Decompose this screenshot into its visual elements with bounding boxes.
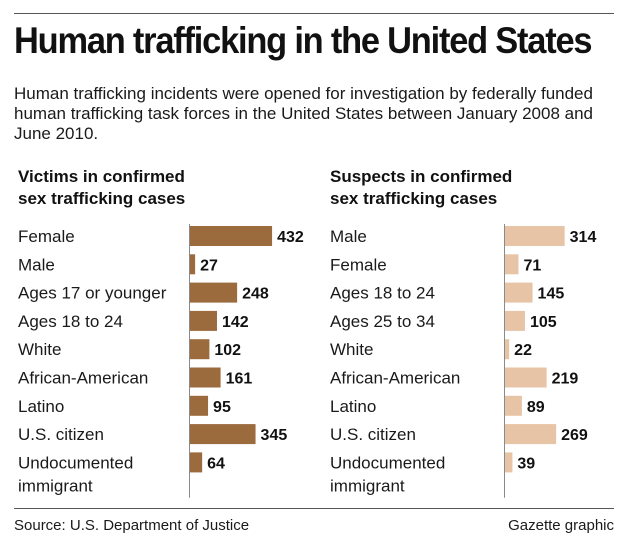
suspects-value-label: 219 [552, 371, 579, 388]
suspects-category-label: Ages 18 to 24 [330, 284, 435, 303]
suspects-category-label: White [330, 340, 373, 359]
victims-bar [190, 254, 196, 275]
victims-category-label: Ages 18 to 24 [18, 312, 123, 331]
victims-value-label: 248 [242, 286, 269, 303]
victims-value-label: 102 [214, 342, 241, 359]
suspects-bar [505, 282, 533, 303]
suspects-category-label: Latino [330, 397, 376, 416]
suspects-panel-title: Suspects in confirmed sex trafficking ca… [330, 166, 590, 210]
suspects-bar [505, 452, 513, 473]
suspects-value-label: 145 [538, 286, 565, 303]
victims-bar [190, 367, 221, 388]
victims-category-label: Male [18, 255, 55, 274]
suspects-panel-title-line-1: Suspects in confirmed [330, 167, 513, 186]
suspects-category-label: Male [330, 227, 367, 246]
victims-bar [190, 424, 256, 445]
victims-category-label: U.S. citizen [18, 425, 104, 444]
suspects-bar [505, 310, 525, 331]
victims-value-label: 142 [222, 314, 249, 331]
victims-value-label: 345 [261, 427, 288, 444]
suspects-value-label: 89 [527, 399, 545, 416]
suspects-value-label: 39 [517, 455, 535, 472]
victims-bar [190, 452, 203, 473]
victims-category-label: African-American [18, 369, 148, 388]
victims-bar [190, 310, 217, 331]
suspects-value-label: 71 [523, 257, 541, 274]
victims-category-label: Undocumented immigrant [18, 453, 133, 495]
victims-value-label: 161 [226, 371, 253, 388]
suspects-bar [505, 395, 522, 416]
victims-panel-title-line-1: Victims in confirmed [18, 167, 185, 186]
victims-bar [190, 282, 238, 303]
victims-category-label: White [18, 340, 61, 359]
suspects-category-label: African-American [330, 369, 460, 388]
suspects-category-label: Undocumented immigrant [330, 453, 445, 495]
suspects-value-label: 22 [514, 342, 532, 359]
source-note: Source: U.S. Department of Justice [14, 517, 250, 534]
victims-value-label: 432 [277, 229, 304, 246]
victims-value-label: 64 [207, 455, 225, 472]
suspects-bar [505, 339, 510, 360]
victims-panel-title-line-2: sex trafficking cases [18, 189, 186, 208]
bottom-rule [14, 508, 614, 509]
suspects-category-label: Ages 25 to 34 [330, 312, 435, 331]
suspects-bar [505, 226, 565, 246]
victims-value-label: 27 [200, 257, 218, 274]
top-rule [14, 13, 614, 14]
suspects-category-label: Female [330, 255, 387, 274]
suspects-category-label: U.S. citizen [330, 425, 416, 444]
suspects-bar-chart: Male 314 Female 71 Ages 18 to 24 145 Ages 25 t… [330, 224, 597, 498]
chart-title: Human trafficking in the United States [14, 20, 593, 61]
victims-bar-chart: Female 432 Male 27 Ages 17 or younger 248 Ages… [18, 224, 304, 498]
suspects-bar [505, 424, 557, 445]
suspects-value-label: 105 [530, 314, 557, 331]
victims-category-label: Latino [18, 397, 64, 416]
chart-subtitle: Human trafficking incidents were opened … [14, 84, 593, 143]
suspects-bar [505, 367, 547, 388]
victims-bar [190, 226, 273, 246]
suspects-value-label: 314 [570, 229, 597, 246]
victims-bar [190, 395, 209, 416]
victims-panel-title: Victims in confirmed sex trafficking cas… [18, 166, 278, 210]
suspects-bar [505, 254, 519, 275]
victims-category-label: Female [18, 227, 75, 246]
victims-value-label: 95 [213, 399, 231, 416]
victims-bar [190, 339, 210, 360]
victims-category-label: Ages 17 or younger [18, 284, 167, 303]
suspects-panel-title-line-2: sex trafficking cases [330, 189, 498, 208]
credit-note: Gazette graphic [508, 517, 614, 534]
suspects-value-label: 269 [561, 427, 588, 444]
